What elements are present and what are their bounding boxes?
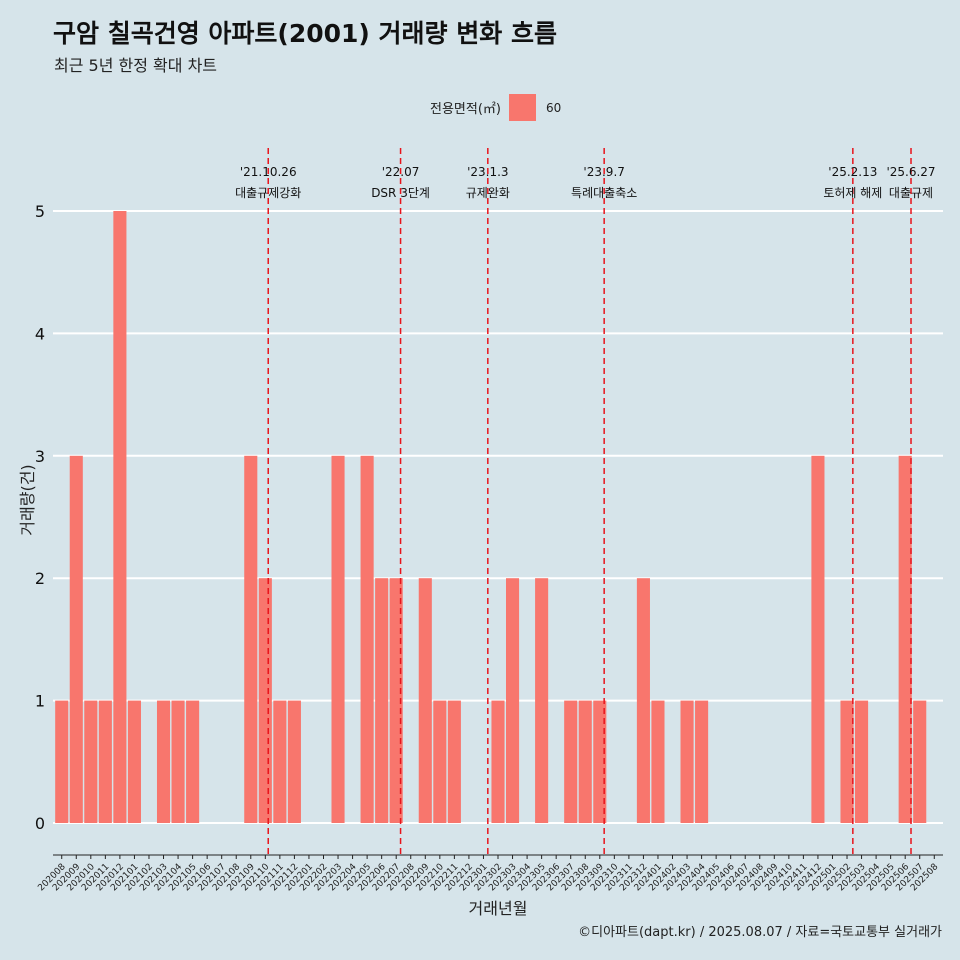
bar (578, 700, 592, 823)
bar (186, 700, 200, 823)
event-name-label: DSR 3단계 (371, 186, 430, 200)
bar (69, 455, 83, 823)
event-name-label: 토허제 해제 (823, 186, 882, 200)
bar (98, 700, 112, 823)
event-name-label: 규제완화 (466, 186, 510, 200)
y-tick-label: 2 (35, 569, 45, 588)
source-caption: ©디아파트(dapt.kr) / 2025.08.07 / 자료=국토교통부 실… (578, 925, 942, 940)
bar (447, 700, 461, 823)
event-date-label: '22.07 (382, 165, 420, 179)
bar (535, 578, 549, 823)
bar (840, 700, 854, 823)
event-date-label: '25.6.27 (886, 165, 935, 179)
event-date-label: '23.1.3 (467, 165, 508, 179)
bar (913, 700, 927, 823)
y-tick-label: 1 (35, 692, 45, 711)
event-name-label: 대출규제 (889, 186, 933, 200)
event-date-label: '21.10.26 (240, 165, 297, 179)
bar (244, 455, 258, 823)
bar (855, 700, 869, 823)
bar (287, 700, 301, 823)
event-date-label: '23.9.7 (583, 165, 624, 179)
bar (375, 578, 389, 823)
legend-item-label: 60 (545, 100, 562, 115)
event-name-label: 대출규제강화 (235, 186, 301, 200)
bar (491, 700, 505, 823)
y-tick-label: 3 (35, 447, 45, 466)
event-date-label: '25.2.13 (828, 165, 877, 179)
bar (433, 700, 447, 823)
bar (418, 578, 432, 823)
y-axis-title: 거래량(건) (18, 464, 37, 535)
bar (127, 700, 141, 823)
bar (389, 578, 403, 823)
bar (505, 578, 520, 823)
bar (651, 700, 665, 823)
bar (811, 455, 825, 823)
bar (360, 455, 374, 823)
bar (84, 700, 98, 823)
bar (156, 700, 171, 823)
bar (680, 700, 694, 823)
legend: 전용면적(㎡) 60 (430, 94, 561, 121)
bar (258, 578, 272, 823)
x-axis-title: 거래년월 (469, 899, 528, 918)
chart-title: 구암 칠곡건영 아파트(2001) 거래량 변화 흐름 (53, 19, 557, 48)
y-tick-label: 4 (35, 324, 45, 343)
bar (564, 700, 578, 823)
y-tick-label: 0 (35, 814, 45, 833)
y-tick-label: 5 (35, 202, 45, 221)
bar (55, 700, 69, 823)
bar (113, 211, 127, 823)
legend-swatch (508, 94, 536, 121)
bar (331, 455, 345, 823)
chart-subtitle: 최근 5년 한정 확대 차트 (54, 56, 218, 75)
bar (636, 578, 650, 823)
bar (273, 700, 287, 823)
bar (171, 700, 185, 823)
bar (593, 700, 607, 823)
event-name-label: 특례대출축소 (571, 186, 637, 200)
legend-title: 전용면적(㎡) (430, 102, 501, 117)
bar (898, 455, 912, 823)
bar (695, 700, 709, 823)
